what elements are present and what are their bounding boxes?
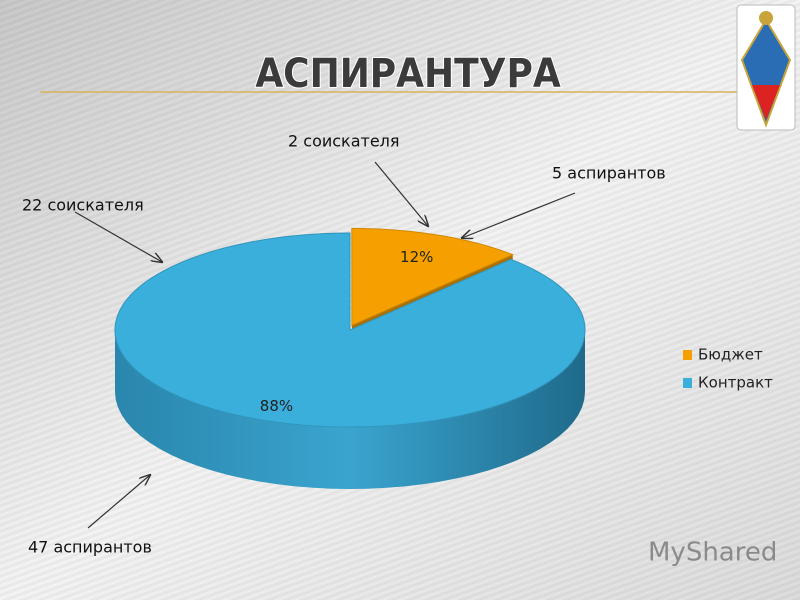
annotation: 5 аспирантов bbox=[552, 164, 666, 183]
legend-swatch bbox=[683, 350, 692, 360]
annotation: 47 аспирантов bbox=[28, 538, 152, 557]
pie-slice bbox=[114, 232, 586, 428]
data-label: 88% bbox=[260, 397, 293, 415]
annotation: 2 соискателя bbox=[288, 132, 400, 151]
pie-side bbox=[115, 330, 585, 489]
pie-slice bbox=[351, 227, 515, 327]
data-label: 12% bbox=[400, 248, 433, 266]
legend-swatch bbox=[683, 378, 692, 388]
legend: Бюджет Контракт bbox=[683, 346, 773, 392]
title: АСПИРАНТУРА bbox=[255, 51, 561, 97]
annotation: 22 соискателя bbox=[22, 196, 144, 215]
arrows bbox=[74, 161, 576, 529]
legend-label: Бюджет bbox=[698, 346, 763, 364]
logo bbox=[736, 4, 796, 131]
legend-label: Контракт bbox=[698, 374, 773, 392]
pie-slice-group: 88% bbox=[114, 232, 586, 428]
watermark: MyShared bbox=[648, 538, 777, 568]
pie: 12% 88% bbox=[114, 227, 586, 489]
